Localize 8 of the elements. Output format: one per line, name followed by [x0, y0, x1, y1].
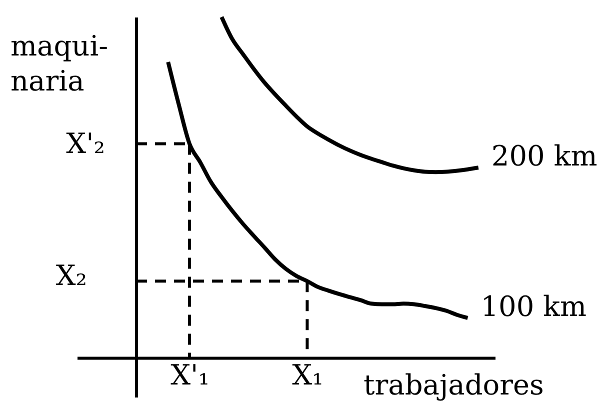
- series-label: 200 km: [491, 140, 598, 173]
- text: X'₂: [66, 127, 105, 160]
- x-axis-title: trabajadores: [364, 368, 544, 402]
- y-axis-title: maqui- naria: [10, 30, 108, 98]
- series-label: 100 km: [480, 290, 587, 323]
- x-tick-label: X'₁: [170, 358, 210, 392]
- text: X₂: [56, 259, 87, 292]
- x-tick-label: X₁: [292, 358, 324, 392]
